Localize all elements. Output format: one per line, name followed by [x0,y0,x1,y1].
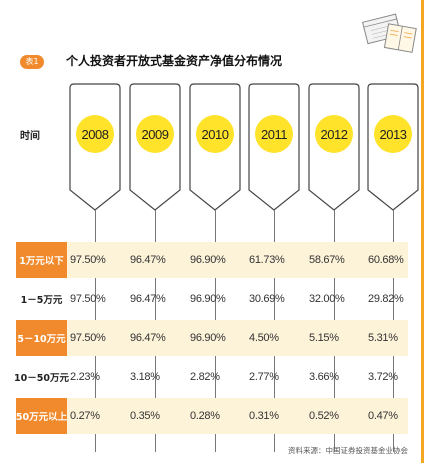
table-cell: 0.52% [309,410,339,422]
table-cell: 3.66% [309,371,339,383]
row-label: 10－50万元 [14,373,69,384]
table-cell: 97.50% [70,254,106,266]
table-cell: 5.31% [368,332,398,344]
table-cell: 5.15% [309,332,339,344]
year-column-2010: 2010 [186,82,244,454]
year-label: 2013 [374,115,412,153]
table-row: 1－5万元 97.50% 96.47% 96.90% 30.69% 32.00% 29.82… [16,281,408,317]
table-cell: 2.77% [249,371,279,383]
table-cell: 0.28% [190,410,220,422]
table-row: 10－50万元 2.23% 3.18% 2.82% 2.77% 3.66% 3.72% [14,359,408,395]
year-label: 2012 [315,115,353,153]
table-cell: 2.23% [70,371,100,383]
year-column-2011: 2011 [245,82,303,454]
table-cell: 96.47% [130,293,166,305]
row-label: 50万元以上 [16,398,67,434]
table-title: 个人投资者开放式基金资产净值分布情况 [66,54,283,68]
year-label: 2010 [196,115,234,153]
table-cell: 96.90% [190,332,226,344]
table-cell: 3.18% [130,371,160,383]
row-label: 5－10万元 [16,320,67,356]
table-number-badge: 表1 [20,55,44,69]
table-cell: 96.47% [130,332,166,344]
year-column-2013: 2013 [364,82,422,454]
table-cell: 29.82% [368,293,404,305]
year-column-2012: 2012 [305,82,363,454]
table-cell: 60.68% [368,254,404,266]
table-cell: 3.72% [368,371,398,383]
table-cell: 30.69% [249,293,285,305]
year-label: 2008 [76,115,114,153]
table-cell: 0.35% [130,410,160,422]
table-cell: 0.31% [249,410,279,422]
table-cell: 97.50% [70,332,106,344]
table-cell: 32.00% [309,293,345,305]
table-cell: 61.73% [249,254,285,266]
table-row: 1万元以下 97.50% 96.47% 96.90% 61.73% 58.67% 60.68… [16,242,408,278]
year-label: 2009 [136,115,174,153]
right-edge-stripe [421,0,424,463]
table-row: 5－10万元 97.50% 96.47% 96.90% 4.50% 5.15% 5.31% [16,320,408,356]
table-cell: 2.82% [190,371,220,383]
year-column-2009: 2009 [126,82,184,454]
table-cell: 4.50% [249,332,279,344]
table-cell: 97.50% [70,293,106,305]
table-cell: 58.67% [309,254,345,266]
row-label: 1万元以下 [16,242,67,278]
row-label: 1－5万元 [20,295,63,306]
table-cell: 96.90% [190,254,226,266]
time-header-label: 时间 [20,131,40,142]
table-cell: 96.47% [130,254,166,266]
table-cell: 0.47% [368,410,398,422]
table-cell: 0.27% [70,410,100,422]
calendar-notebook-icon [361,13,417,53]
table-row: 50万元以上 0.27% 0.35% 0.28% 0.31% 0.52% 0.47% [16,398,408,434]
source-note: 资料来源：中国证券投资基金业协会 [288,446,408,455]
year-label: 2011 [255,115,293,153]
year-column-2008: 2008 [66,82,124,454]
table-cell: 96.90% [190,293,226,305]
